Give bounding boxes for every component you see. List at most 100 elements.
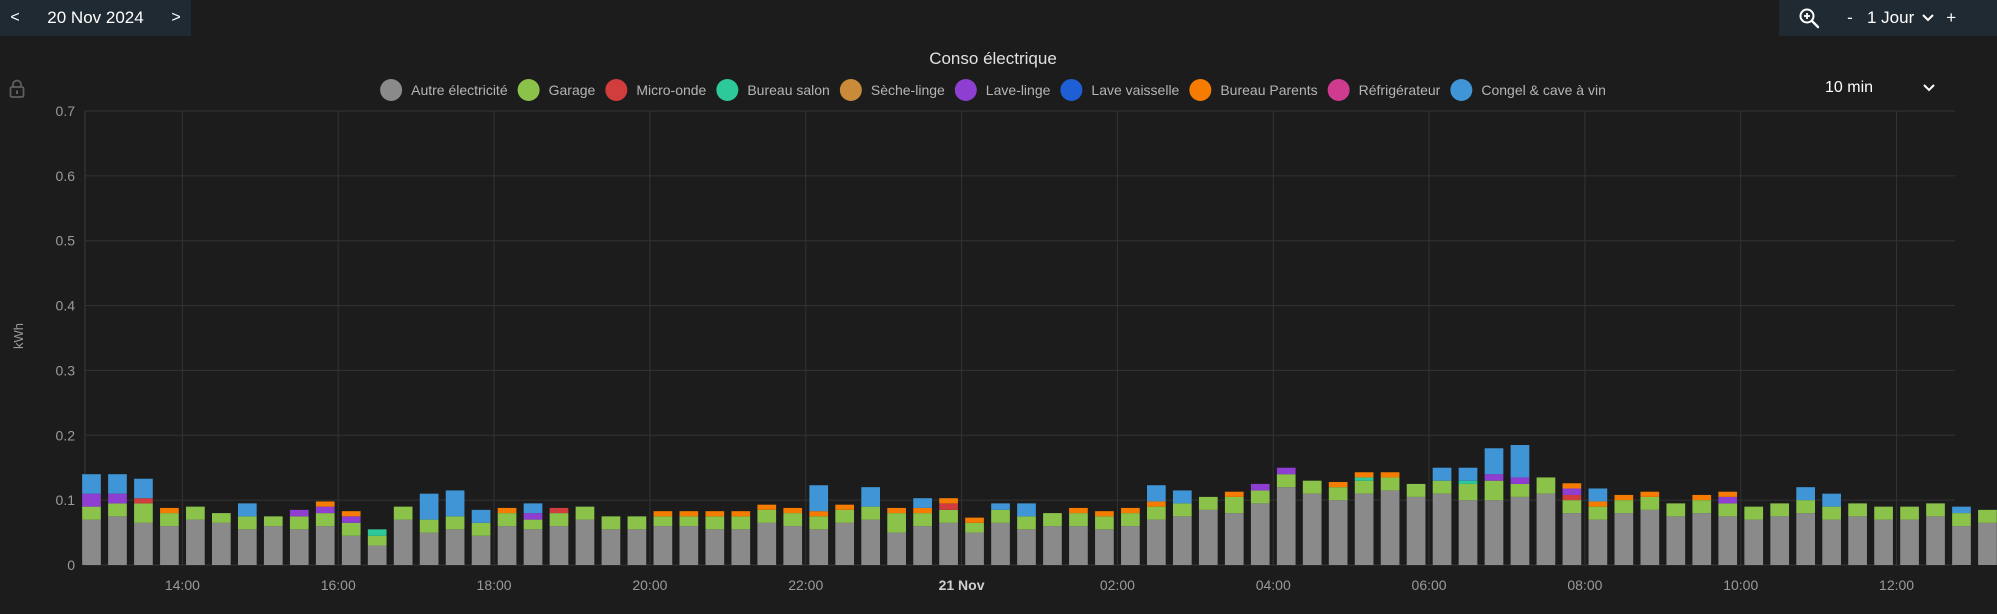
- bar-stack[interactable]: [1458, 467, 1478, 565]
- bar-stack[interactable]: [82, 474, 101, 565]
- bar-stack[interactable]: [1874, 506, 1893, 565]
- bar-stack[interactable]: [757, 504, 777, 565]
- bar-stack[interactable]: [289, 509, 309, 565]
- bar-stack[interactable]: [1692, 494, 1712, 565]
- bar-stack[interactable]: [1926, 503, 1945, 565]
- bar-stack[interactable]: [1484, 448, 1504, 565]
- bar-stack[interactable]: [1770, 503, 1790, 565]
- bar-stack[interactable]: [1198, 496, 1218, 565]
- bar-stack[interactable]: [1121, 507, 1140, 565]
- bar-stack[interactable]: [783, 507, 803, 565]
- bar-stack[interactable]: [731, 511, 751, 565]
- bar-stack[interactable]: [991, 503, 1010, 565]
- bar-stack[interactable]: [575, 506, 595, 565]
- bar-stack[interactable]: [1718, 491, 1738, 565]
- legend-item-lave-linge[interactable]: Lave-linge: [954, 79, 1051, 101]
- bar-stack[interactable]: [679, 511, 699, 565]
- bar-stack[interactable]: [1276, 467, 1296, 565]
- legend-item-bureau-salon[interactable]: Bureau salon: [716, 79, 830, 101]
- legend-item-bureau-parents[interactable]: Bureau Parents: [1189, 79, 1318, 101]
- bar-stack[interactable]: [367, 529, 387, 565]
- bar-stack[interactable]: [1069, 507, 1088, 565]
- bar-stack[interactable]: [419, 493, 439, 565]
- bar-stack[interactable]: [393, 506, 413, 565]
- bar-stack[interactable]: [1900, 506, 1919, 565]
- bar-segment-autre-electricite: [1276, 487, 1296, 565]
- bar-stack[interactable]: [1614, 494, 1634, 565]
- bar-stack[interactable]: [108, 474, 127, 565]
- bar-segment-autre-electricite: [108, 516, 127, 565]
- bar-stack[interactable]: [1666, 503, 1686, 565]
- bar-stack[interactable]: [315, 501, 335, 565]
- bar-stack[interactable]: [523, 503, 543, 565]
- bar-stack[interactable]: [445, 490, 465, 565]
- bar-stack[interactable]: [1848, 503, 1867, 565]
- bar-stack[interactable]: [965, 517, 984, 565]
- legend-item-congel-cave-a-vin[interactable]: Congel & cave à vin: [1450, 79, 1606, 101]
- bar-stack[interactable]: [1172, 490, 1192, 565]
- bar-stack[interactable]: [913, 498, 932, 565]
- bar-stack[interactable]: [1354, 472, 1374, 565]
- bar-stack[interactable]: [1536, 477, 1556, 565]
- bar-stack[interactable]: [601, 516, 621, 565]
- bar-stack[interactable]: [160, 507, 179, 565]
- bar-stack[interactable]: [237, 503, 257, 565]
- bar-stack[interactable]: [1822, 493, 1841, 565]
- bar-stack[interactable]: [1562, 483, 1582, 565]
- bar-stack[interactable]: [1328, 481, 1348, 565]
- bar-stack[interactable]: [1147, 485, 1166, 565]
- next-day-button[interactable]: >: [171, 9, 181, 26]
- interval-select[interactable]: 10 min: [1825, 76, 1935, 100]
- bar-stack[interactable]: [887, 507, 906, 565]
- bar-stack[interactable]: [1432, 467, 1452, 565]
- bar-stack[interactable]: [861, 487, 881, 565]
- bar-stack[interactable]: [705, 511, 725, 565]
- bar-stack[interactable]: [1744, 506, 1764, 565]
- bar-stack[interactable]: [653, 511, 673, 565]
- bar-stack[interactable]: [1588, 488, 1608, 565]
- zoom-out-button[interactable]: -: [1847, 8, 1853, 27]
- bar-stack[interactable]: [212, 513, 231, 565]
- bar-stack[interactable]: [134, 478, 153, 565]
- legend-item-micro-onde[interactable]: Micro-onde: [605, 79, 707, 101]
- legend-item-refrigerateur[interactable]: Réfrigérateur: [1327, 79, 1441, 101]
- bar-stack[interactable]: [1510, 445, 1530, 565]
- bar-stack[interactable]: [1406, 483, 1426, 565]
- legend-item-garage[interactable]: Garage: [517, 79, 596, 101]
- bar-stack[interactable]: [1978, 509, 1997, 565]
- bar-stack[interactable]: [497, 507, 517, 565]
- bar-stack[interactable]: [471, 509, 491, 565]
- bar-stack[interactable]: [939, 498, 958, 565]
- bar-stack[interactable]: [549, 507, 569, 565]
- legend-swatch: [380, 79, 403, 101]
- bar-segment-autre-electricite: [627, 529, 647, 565]
- legend-item-seche-linge[interactable]: Sèche-linge: [839, 79, 945, 101]
- legend-item-lave-vaisselle[interactable]: Lave vaisselle: [1060, 79, 1180, 101]
- bar-stack[interactable]: [1017, 503, 1036, 565]
- legend-item-autre-electricite[interactable]: Autre électricité: [380, 79, 508, 101]
- lock-icon[interactable]: [9, 79, 25, 104]
- bar-stack[interactable]: [263, 516, 283, 565]
- bar-stack[interactable]: [1796, 487, 1816, 565]
- date-label[interactable]: 20 Nov 2024: [47, 8, 144, 27]
- zoom-in-button[interactable]: +: [1946, 8, 1957, 27]
- bar-stack[interactable]: [1224, 491, 1244, 565]
- bar-stack[interactable]: [1250, 483, 1270, 565]
- bar-stack[interactable]: [1302, 480, 1322, 565]
- bar-segment-autre-electricite: [965, 532, 984, 565]
- zoom-in-icon[interactable]: [1779, 6, 1839, 30]
- bar-segment-autre-electricite: [1900, 519, 1919, 565]
- period-select[interactable]: 1 Jour: [1861, 8, 1940, 28]
- previous-day-button[interactable]: <: [10, 9, 20, 26]
- bar-stack[interactable]: [1095, 511, 1114, 565]
- bar-stack[interactable]: [1380, 472, 1400, 565]
- bar-stack[interactable]: [835, 504, 855, 565]
- bar-stack[interactable]: [1043, 513, 1062, 565]
- bar-stack[interactable]: [1952, 506, 1971, 565]
- bar-stack[interactable]: [809, 485, 829, 565]
- bar-stack[interactable]: [186, 506, 205, 565]
- bar-stack[interactable]: [1640, 491, 1660, 565]
- bar-stack[interactable]: [627, 516, 647, 565]
- bar-segment-autre-electricite: [1978, 522, 1997, 565]
- bar-stack[interactable]: [341, 511, 361, 565]
